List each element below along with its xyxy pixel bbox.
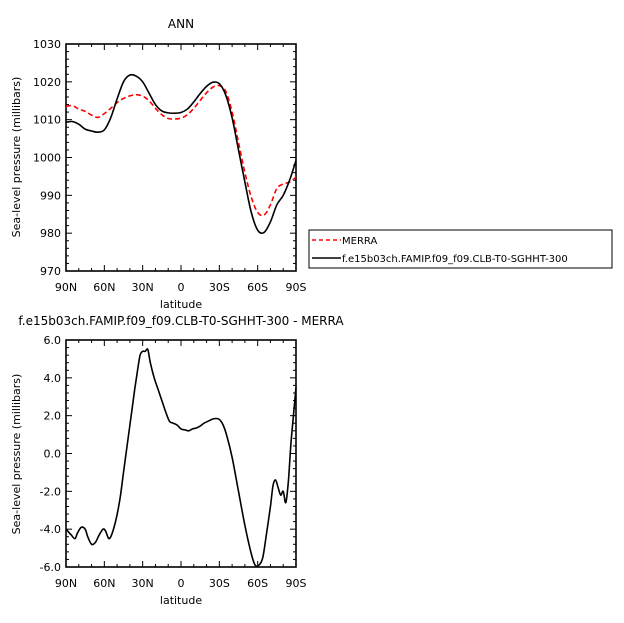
y-tick-label: 2.0 [44, 410, 62, 423]
x-tick-label: 90N [55, 281, 77, 294]
legend-entry-merra: MERRA [342, 236, 377, 247]
panel-bottom: f.e15b03ch.FAMIP.f09_f09.CLB-T0-SGHHT-30… [10, 314, 344, 607]
chart-title: ANN [168, 17, 194, 31]
x-tick-label: 60N [93, 281, 115, 294]
x-tick-label: 60N [93, 577, 115, 590]
y-tick-label: 1030 [33, 38, 61, 51]
y-axis-label: Sea-level pressure (millibars) [10, 77, 23, 238]
y-tick-label: 6.0 [44, 334, 62, 347]
y-tick-label: 980 [40, 227, 61, 240]
series-lines [65, 73, 297, 234]
y-axis-ticks: -6.0 -4.0 -2.0 0.0 2.0 4.0 6.0 [40, 334, 296, 574]
y-tick-label: 1020 [33, 76, 61, 89]
x-tick-label: 30N [132, 577, 154, 590]
x-tick-label: 60S [247, 577, 268, 590]
y-tick-label: -6.0 [40, 561, 61, 574]
y-tick-label: 1000 [33, 152, 61, 165]
x-tick-label: 90S [286, 281, 307, 294]
plot-area [65, 43, 297, 272]
x-tick-label: 60S [247, 281, 268, 294]
y-tick-label: 1010 [33, 114, 61, 127]
legend-entry-model: f.e15b03ch.FAMIP.f09_f09.CLB-T0-SGHHT-30… [342, 254, 568, 265]
x-tick-label: 90S [286, 577, 307, 590]
y-axis-ticks: 970 980 990 1000 1010 1020 1030 [33, 38, 296, 278]
x-tick-label: 30S [209, 281, 230, 294]
series-line-0 [65, 348, 297, 568]
y-tick-label: -4.0 [40, 523, 61, 536]
series-lines [65, 348, 297, 568]
y-tick-label: 970 [40, 265, 61, 278]
series-line-1 [65, 73, 297, 234]
difference-title: f.e15b03ch.FAMIP.f09_f09.CLB-T0-SGHHT-30… [18, 314, 344, 328]
y-tick-label: 0.0 [44, 448, 62, 461]
series-line-0 [65, 84, 297, 217]
y-tick-label: 990 [40, 189, 61, 202]
y-axis-label: Sea-level pressure (millibars) [10, 374, 23, 535]
x-axis-ticks: 90N 60N 30N 0 30S 60S 90S [55, 44, 307, 294]
x-axis-ticks: 90N 60N 30N 0 30S 60S 90S [55, 340, 307, 590]
x-axis-label: latitude [160, 594, 202, 607]
y-tick-label: 4.0 [44, 372, 62, 385]
x-axis-label: latitude [160, 298, 202, 311]
x-tick-label: 90N [55, 577, 77, 590]
x-tick-label: 30S [209, 577, 230, 590]
x-tick-label: 30N [132, 281, 154, 294]
legend-box [308, 229, 613, 269]
panel-top: ANN 970 980 990 1000 1010 1020 1030 90N 60N 30N 0… [10, 17, 613, 311]
y-tick-label: -2.0 [40, 485, 61, 498]
x-tick-label: 0 [178, 281, 185, 294]
legend: MERRA f.e15b03ch.FAMIP.f09_f09.CLB-T0-SG… [308, 229, 613, 269]
x-tick-label: 0 [178, 577, 185, 590]
